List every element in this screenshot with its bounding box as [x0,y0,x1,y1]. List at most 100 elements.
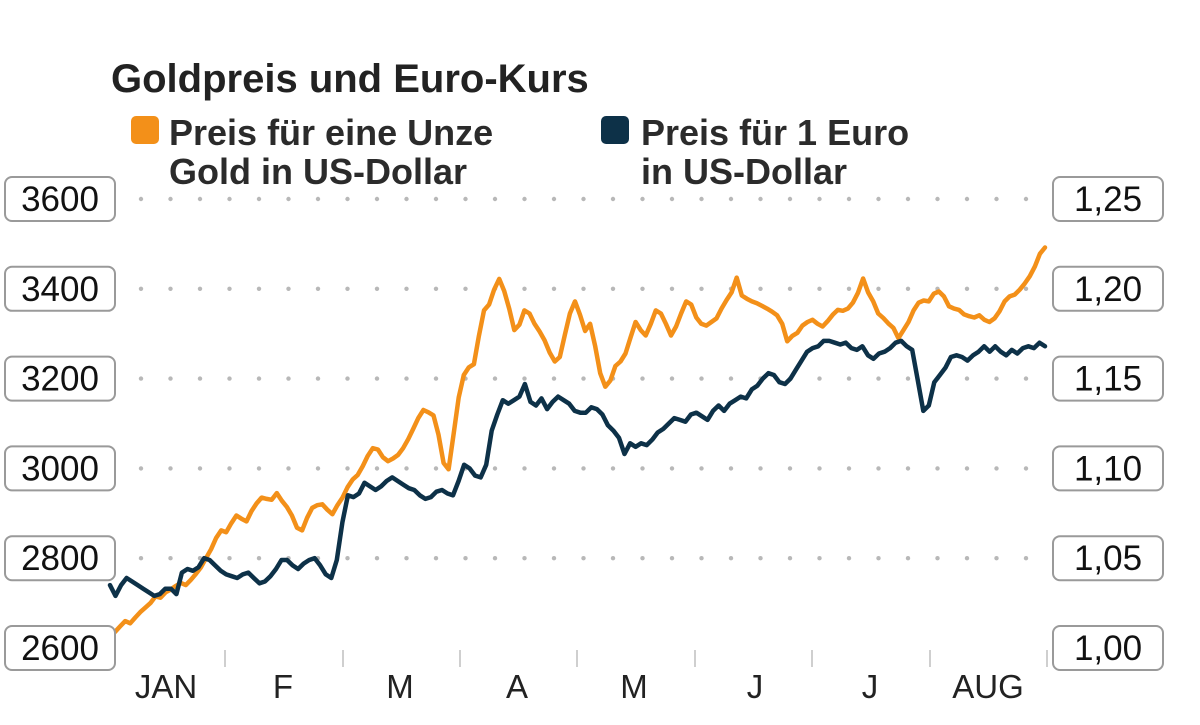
gridline-dot-1 [758,286,763,291]
right-axis-label-3-box [1052,445,1164,492]
gridline-dot-3 [758,466,763,471]
month-labels: JAN F M A M J J AUG [135,668,1024,705]
gridline-dot-4 [787,556,793,561]
gridline-dot-2 [492,376,498,381]
gridline-dot-4 [994,556,999,561]
gridline-dot-0 [286,196,291,202]
gridline-dot-0 [433,196,439,202]
legend: Preis für eine Unze Gold in US-Dollar Pr… [131,112,909,192]
left-axis-label-3200-text: 3200 [21,360,99,399]
left-axis-label-2800-box [4,535,116,582]
gridline-dot-0 [256,196,262,202]
gridline-dot-2 [256,376,262,381]
gridline-dot-2 [551,376,557,381]
left-axis-label-3200-box [4,355,116,402]
gridline-dot-0 [168,196,173,202]
gridline-dot-1 [197,286,203,291]
right-axis-label-2-text: 1,15 [1074,360,1142,399]
gridline-dot-3 [256,466,262,471]
series-line-euro [107,338,1048,599]
gridline-dot-2 [581,376,586,381]
left-axis-label-3000-text: 3000 [21,449,99,488]
gridline-dot-3 [522,466,527,471]
gridline-dot-4 [492,556,498,561]
gridline-dot-3 [994,466,999,471]
gridline-dot-0 [876,196,881,202]
gridline-dot-0 [817,196,822,202]
gridline-dot-1 [994,286,999,291]
gridline-dot-1 [463,286,468,291]
right-axis-label-5: 1,00 [1052,625,1164,671]
right-axis-label-0: 1,25 [1052,176,1164,222]
right-axis: 1,25 1,20 1,15 1,10 1,05 1,00 [1052,176,1164,671]
gridline-dot-3 [846,466,852,471]
gridline-dot-3 [640,466,645,471]
gridline-dot-0 [846,196,852,202]
right-axis-label-3: 1,10 [1052,445,1164,492]
gridline-dot-3 [1023,466,1029,471]
gridline-dot-1 [168,286,173,291]
legend-swatch-gold [131,116,159,144]
gridline-dot-2 [817,376,822,381]
gridline-dot-0 [197,196,203,202]
month-label-m-4: M [620,668,648,705]
gridline-dot-2 [640,376,645,381]
gridline-dot-0 [551,196,557,202]
right-axis-label-4-box [1052,535,1164,582]
right-axis-label-0-text: 1,25 [1074,180,1142,219]
gridline-dot-2 [227,376,232,381]
month-label-m-2: M [386,668,414,705]
gridline-dot-1 [522,286,527,291]
gridline-dot-1 [581,286,586,291]
gridline-dot-1 [876,286,881,291]
gridline-dot-0 [728,196,734,202]
gridline-dot-0 [994,196,999,202]
gridline-dot-2 [522,376,527,381]
gridline-dot-0 [964,196,970,202]
gridline-dot-4 [345,556,350,561]
gridline-dot-1 [669,286,675,291]
gridline-dot-2 [876,376,881,381]
gridline-dot-0 [581,196,586,202]
month-label-aug-7: AUG [952,668,1024,705]
gridline-dot-1 [551,286,557,291]
left-axis-label-3600-box [4,176,116,222]
gridline-dot-0 [404,196,409,202]
left-axis-label-3400: 3400 [4,265,116,312]
gridline-dot-4 [522,556,527,561]
gridline-dot-4 [964,556,970,561]
gridline-dot-4 [876,556,881,561]
right-axis-label-0-box [1052,176,1164,222]
right-axis-label-5-box [1052,625,1164,671]
gridline-dot-1 [787,286,793,291]
gridline-dot-2 [699,376,704,381]
gridline-dot-4 [758,556,763,561]
gridline-dot-3 [964,466,970,471]
legend-euro-line2: in US-Dollar [641,151,847,192]
right-axis-label-4: 1,05 [1052,535,1164,582]
gridline-dot-4 [581,556,586,561]
right-axis-label-2-box [1052,355,1164,402]
gridline-dot-0 [315,196,321,202]
gridline-dot-2 [197,376,203,381]
month-label-a-3: A [506,668,528,705]
gridline-dot-2 [374,376,380,381]
left-axis-label-2600-box [4,625,116,671]
left-axis-label-2800-text: 2800 [21,539,99,578]
left-axis-label-3200: 3200 [4,355,116,402]
gridline-dot-1 [286,286,291,291]
month-ticks [224,650,1048,667]
gridline-dot-0 [374,196,380,202]
gridline-dot-3 [492,466,498,471]
month-label-f-1: F [273,668,293,705]
gridline-dot-0 [610,196,616,202]
gridline-dot-3 [787,466,793,471]
right-axis-label-1: 1,20 [1052,265,1164,312]
gridline-dot-2 [1023,376,1029,381]
gridline-dot-1 [315,286,321,291]
gridline-dot-4 [138,556,144,561]
left-axis-label-3000-box [4,445,116,492]
gridline-dot-3 [669,466,675,471]
gridline-dot-3 [374,466,380,471]
gridline-dot-2 [286,376,291,381]
